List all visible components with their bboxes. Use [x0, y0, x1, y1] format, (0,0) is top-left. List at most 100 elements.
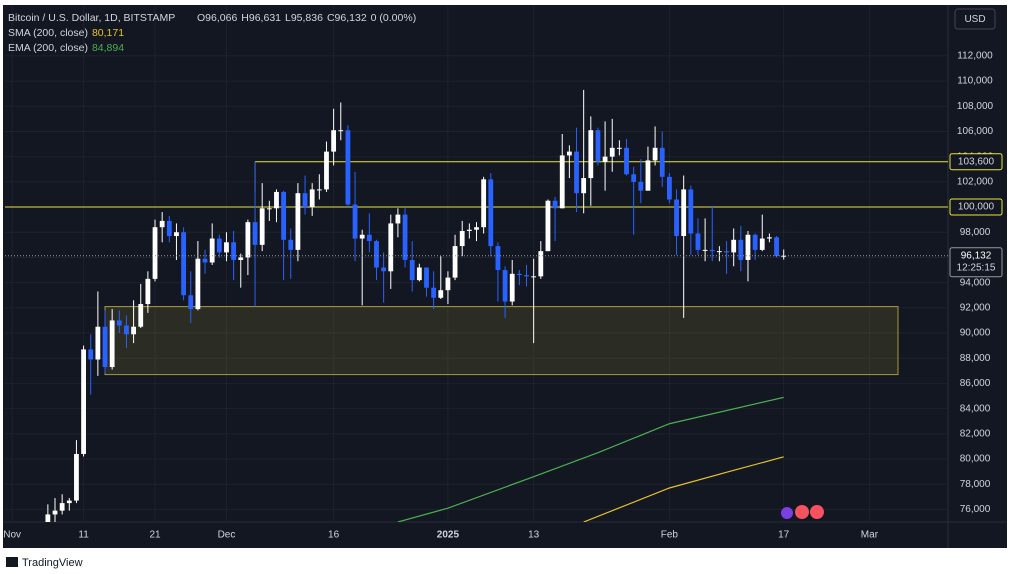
y-tick-label: 86,000	[960, 378, 991, 389]
candle-body	[716, 251, 722, 253]
candle-body	[195, 258, 201, 310]
candle-body	[309, 189, 315, 208]
candle-body	[724, 251, 729, 253]
moving-average	[397, 396, 784, 522]
indicator-label: SMA (200, close) 80,171	[8, 27, 124, 39]
candle-body	[109, 320, 115, 368]
candle-body	[731, 239, 737, 253]
candle-body	[74, 453, 79, 501]
y-tick-label: 102,000	[957, 176, 994, 187]
x-tick-label: Dec	[218, 530, 236, 541]
candle-body	[238, 257, 244, 260]
last-price-box	[949, 247, 1003, 278]
candle-body	[602, 156, 608, 162]
candle-body	[88, 349, 94, 360]
candle-body	[574, 151, 579, 194]
candle-body	[45, 514, 51, 522]
candle-body	[752, 234, 758, 250]
y-tick-label: 110,000	[957, 76, 993, 87]
candle-body	[209, 238, 215, 263]
countdown: 12:25:15	[957, 262, 996, 273]
candle-body	[366, 234, 372, 242]
y-tick-label: 98,000	[960, 227, 991, 238]
candle-body	[281, 191, 287, 240]
candle-body	[102, 326, 108, 368]
candle-body	[674, 199, 679, 237]
candle-body	[688, 189, 694, 234]
candle-body	[295, 193, 301, 250]
candle-body	[538, 251, 544, 277]
candle-body	[95, 326, 101, 360]
candle-body	[431, 287, 437, 298]
candle-body	[181, 232, 186, 296]
candle-body	[331, 130, 337, 152]
candle-body	[66, 500, 72, 504]
currency: USD	[964, 14, 985, 25]
x-tick-label: Feb	[661, 530, 679, 541]
x-tick-label: 2025	[437, 530, 460, 541]
x-tick-label: 21	[149, 530, 161, 541]
y-tick-label: 106,000	[957, 126, 994, 137]
indicator-name: SMA (200, close)	[8, 27, 88, 39]
level-label-box	[949, 153, 1003, 171]
candle-body	[459, 230, 465, 247]
candle-body	[695, 233, 701, 250]
candle-body	[552, 200, 558, 209]
candle-body	[681, 189, 687, 237]
plot-area	[5, 89, 948, 522]
x-tick-label: Mar	[861, 530, 879, 541]
indicator-value: 80,171	[92, 27, 124, 39]
icon[interactable]	[810, 505, 824, 519]
y-tick-label: 82,000	[960, 428, 991, 439]
candle-body	[59, 503, 65, 511]
currency-box[interactable]	[954, 8, 996, 30]
candle-body	[616, 147, 622, 149]
icon[interactable]	[795, 505, 809, 519]
candle-body	[395, 214, 401, 224]
level-label: 103,600	[958, 156, 995, 167]
candle-body	[352, 204, 358, 239]
candle-body	[424, 267, 429, 288]
candle-body	[145, 278, 151, 305]
event-icons	[781, 505, 824, 519]
y-tick-label: 80,000	[960, 454, 991, 465]
candle-body	[116, 320, 122, 326]
candle-body	[545, 200, 551, 252]
ohlc-value: H96,631	[241, 12, 281, 24]
candle-body	[631, 174, 637, 182]
y-tick-label: 90,000	[960, 328, 991, 339]
candle-body	[759, 238, 765, 250]
indicator-legend: SMA (200, close) 80,171 EMA (200, close) 84…	[8, 27, 124, 54]
indicator-value: 84,894	[92, 42, 124, 54]
ohlc-legend: O96,066 H96,631 L95,836 C96,132 0 (0.00%)	[197, 12, 416, 24]
candle-body	[345, 130, 351, 205]
candle-body	[652, 147, 658, 161]
x-tick-label: 11	[78, 530, 89, 541]
change: 0 (0.00%)	[371, 12, 417, 24]
icon[interactable]	[781, 507, 793, 519]
x-tick-label: Nov	[3, 530, 21, 541]
candle-body	[774, 237, 779, 257]
y-tick-label: 94,000	[960, 277, 991, 288]
candle-body	[359, 234, 365, 239]
candle-body	[216, 238, 222, 253]
candle-body	[159, 220, 165, 228]
candle-body	[466, 229, 472, 231]
brand-name: TradingView	[22, 557, 83, 569]
candle-body	[245, 222, 251, 258]
candle-body	[374, 241, 379, 268]
candle-body	[124, 325, 129, 335]
candle-body	[231, 242, 237, 260]
candle-body	[188, 295, 194, 310]
candle-body	[588, 130, 594, 179]
candle-body	[531, 276, 537, 278]
level-label-box	[949, 198, 1003, 216]
indicator-label: EMA (200, close) 84,894	[8, 42, 124, 54]
candle-body	[581, 178, 587, 194]
candle-body	[659, 147, 665, 177]
candle-body	[416, 267, 422, 281]
candle-body	[566, 151, 572, 156]
y-tick-label: 78,000	[960, 479, 991, 490]
symbol: Bitcoin / U.S. Dollar, 1D, BITSTAMP	[8, 12, 175, 24]
y-tick-label: 112,000	[957, 51, 993, 62]
